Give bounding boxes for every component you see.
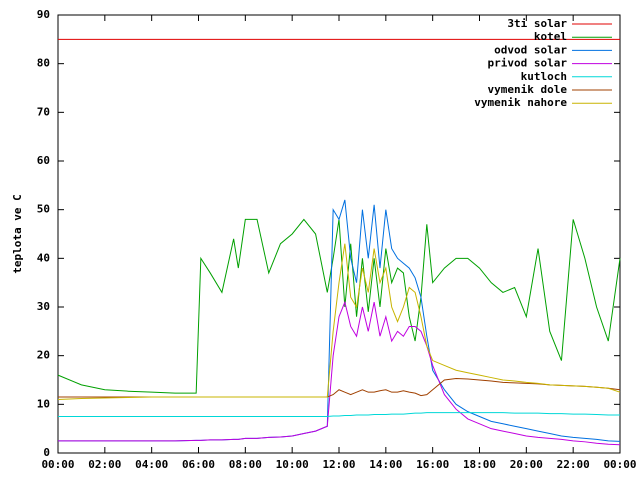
legend-label: 3ti solar [507, 17, 567, 30]
x-tick-label: 08:00 [229, 458, 262, 471]
plot-frame [57, 14, 621, 454]
legend-label: kutloch [521, 70, 567, 83]
x-tick-label: 18:00 [463, 458, 496, 471]
y-tick-label: 20 [37, 349, 50, 362]
y-tick-label: 50 [37, 203, 50, 216]
legend-label: vymenik dole [488, 83, 568, 96]
series-line [57, 218, 621, 394]
x-tick-label: 14:00 [369, 458, 402, 471]
y-tick-label: 70 [37, 105, 50, 118]
legend-label: kotel [534, 30, 567, 43]
series-line [57, 243, 621, 400]
x-tick-label: 20:00 [510, 458, 543, 471]
x-tick-label: 12:00 [322, 458, 355, 471]
y-axis-label: teplota ve C [11, 194, 24, 273]
y-tick-label: 30 [37, 300, 50, 313]
y-tick-label: 90 [37, 8, 50, 21]
legend-label: odvod solar [494, 43, 567, 56]
legend-label: privod solar [488, 57, 568, 70]
x-tick-label: 04:00 [135, 458, 168, 471]
series-line [58, 300, 621, 446]
x-tick-label: 00:00 [603, 458, 636, 471]
y-tick-label: 80 [37, 57, 50, 70]
x-tick-label: 06:00 [182, 458, 215, 471]
y-tick-label: 60 [37, 154, 50, 167]
x-tick-label: 16:00 [416, 458, 449, 471]
y-tick-label: 40 [37, 251, 50, 264]
y-tick-label: 10 [37, 397, 50, 410]
x-tick-label: 10:00 [276, 458, 309, 471]
series-line [58, 412, 620, 417]
legend-label: vymenik nahore [474, 96, 567, 109]
x-tick-label: 22:00 [557, 458, 590, 471]
x-tick-label: 00:00 [41, 458, 74, 471]
x-tick-label: 02:00 [88, 458, 121, 471]
y-tick-label: 0 [43, 446, 50, 459]
